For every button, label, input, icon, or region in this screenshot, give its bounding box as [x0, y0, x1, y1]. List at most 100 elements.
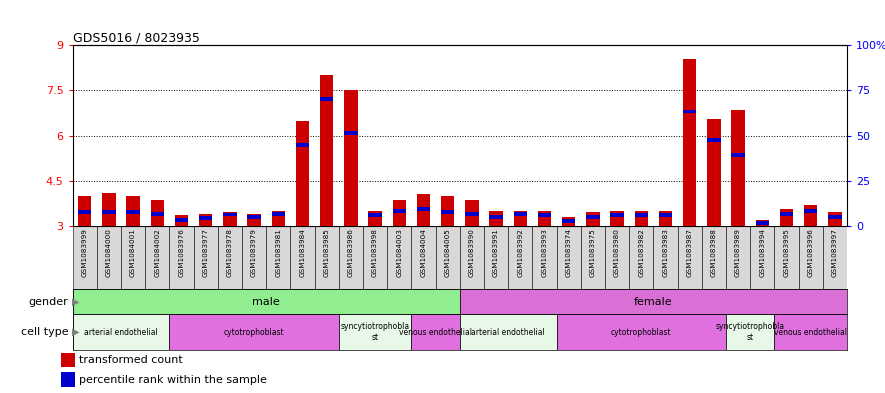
Text: ▶: ▶	[72, 327, 79, 337]
Bar	[562, 220, 575, 223]
Bar	[804, 209, 818, 213]
Bar	[272, 212, 285, 216]
Bar	[121, 226, 145, 289]
Bar	[726, 314, 774, 350]
Text: syncytiotrophobla
st: syncytiotrophobla st	[716, 322, 785, 342]
Bar	[96, 226, 121, 289]
Bar	[484, 226, 508, 289]
Text: GSM1084004: GSM1084004	[420, 228, 427, 277]
Bar	[266, 226, 290, 289]
Bar	[441, 196, 454, 226]
Text: GSM1083996: GSM1083996	[808, 228, 813, 277]
Bar	[199, 214, 212, 226]
Bar	[368, 213, 381, 217]
Bar	[363, 226, 387, 289]
Text: arterial endothelial: arterial endothelial	[472, 328, 545, 336]
Text: cytotrophoblast: cytotrophoblast	[224, 328, 284, 336]
Bar	[798, 226, 823, 289]
Text: cytotrophoblast: cytotrophoblast	[611, 328, 672, 336]
Bar	[586, 215, 599, 219]
Bar	[557, 226, 581, 289]
Bar	[731, 110, 744, 226]
Bar	[417, 194, 430, 226]
Bar	[194, 226, 218, 289]
Bar	[611, 211, 624, 226]
Bar	[61, 372, 74, 387]
Bar	[466, 200, 479, 226]
Text: transformed count: transformed count	[79, 355, 182, 365]
Text: GSM1083979: GSM1083979	[251, 228, 257, 277]
Bar	[199, 217, 212, 220]
Text: GSM1083992: GSM1083992	[517, 228, 523, 277]
Bar	[61, 353, 74, 367]
Bar	[127, 211, 140, 214]
Bar	[605, 226, 629, 289]
Bar	[658, 213, 672, 217]
Text: GSM1083993: GSM1083993	[542, 228, 548, 277]
Bar	[653, 226, 678, 289]
Bar	[314, 226, 339, 289]
Bar	[683, 59, 696, 226]
Text: GSM1084002: GSM1084002	[154, 228, 160, 277]
Bar	[658, 211, 672, 226]
Bar	[387, 226, 412, 289]
Bar	[320, 97, 334, 101]
Bar	[393, 200, 406, 226]
Bar	[756, 220, 769, 226]
Bar	[557, 314, 726, 350]
Text: GSM1084001: GSM1084001	[130, 228, 136, 277]
Text: GSM1083981: GSM1083981	[275, 228, 281, 277]
Bar	[368, 211, 381, 226]
Bar	[344, 130, 358, 134]
Text: GSM1083983: GSM1083983	[663, 228, 668, 277]
Bar	[538, 213, 551, 217]
Bar	[218, 226, 242, 289]
Bar	[774, 226, 798, 289]
Bar	[344, 90, 358, 226]
Text: GSM1083985: GSM1083985	[324, 228, 329, 277]
Bar	[73, 226, 96, 289]
Bar	[435, 226, 460, 289]
Bar	[804, 205, 818, 226]
Text: GSM1083977: GSM1083977	[203, 228, 209, 277]
Bar	[683, 110, 696, 114]
Bar	[533, 226, 557, 289]
Text: GSM1084000: GSM1084000	[106, 228, 112, 277]
Bar	[508, 226, 533, 289]
Bar	[780, 212, 793, 216]
Bar	[223, 213, 236, 217]
Bar	[248, 215, 261, 219]
Text: gender: gender	[28, 297, 68, 307]
Bar	[678, 226, 702, 289]
Text: GSM1083999: GSM1083999	[81, 228, 88, 277]
Bar	[489, 211, 503, 226]
Text: GSM1083976: GSM1083976	[179, 228, 184, 277]
Bar	[635, 213, 648, 217]
Text: GSM1083990: GSM1083990	[469, 228, 475, 277]
Bar	[460, 289, 847, 314]
Bar	[73, 314, 169, 350]
Text: cell type: cell type	[20, 327, 68, 337]
Bar	[611, 213, 624, 217]
Bar	[562, 217, 575, 226]
Bar	[296, 143, 309, 147]
Bar	[78, 211, 91, 214]
Text: arterial endothelial: arterial endothelial	[84, 328, 158, 336]
Text: GSM1083989: GSM1083989	[735, 228, 741, 277]
Text: GSM1083978: GSM1083978	[227, 228, 233, 277]
Text: GSM1083997: GSM1083997	[832, 228, 838, 277]
Bar	[707, 138, 720, 142]
Text: GSM1083988: GSM1083988	[711, 228, 717, 277]
Bar	[150, 212, 164, 216]
Text: GSM1083987: GSM1083987	[687, 228, 693, 277]
Text: GSM1083986: GSM1083986	[348, 228, 354, 277]
Bar	[707, 119, 720, 226]
Text: ▶: ▶	[72, 297, 79, 307]
Bar	[629, 226, 653, 289]
Bar	[169, 226, 194, 289]
Bar	[78, 196, 91, 226]
Bar	[248, 214, 261, 226]
Bar	[581, 226, 605, 289]
Text: percentile rank within the sample: percentile rank within the sample	[79, 375, 266, 385]
Text: syncytiotrophobla
st: syncytiotrophobla st	[341, 322, 410, 342]
